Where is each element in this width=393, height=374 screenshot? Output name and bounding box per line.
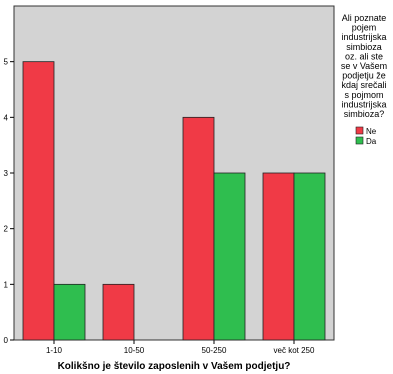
bar-da [213, 172, 246, 341]
y-tick-label: 3 [4, 169, 9, 178]
legend: Ali poznatepojemindustrijskasimbiozaoz. … [341, 13, 387, 146]
x-tick-label: 10-50 [124, 346, 145, 355]
bars [22, 61, 326, 341]
x-tick-label: 50-250 [202, 346, 227, 355]
legend-title-line: simbioza? [344, 109, 385, 119]
y-tick-label: 5 [4, 58, 9, 67]
bar-ne [182, 116, 215, 341]
legend-label-da: Da [366, 137, 377, 146]
y-tick-label: 2 [4, 225, 9, 234]
legend-title-line: industrijska [341, 32, 386, 42]
bar-ne [262, 172, 295, 341]
bar-ne [22, 61, 55, 341]
y-axis: 0 1 2 3 4 5 [4, 58, 14, 345]
y-tick-label: 1 [4, 280, 9, 289]
legend-title-line: industrijska [341, 99, 386, 109]
bar-da [53, 283, 86, 341]
y-tick-label: 0 [4, 336, 9, 345]
x-axis: 1-10 10-50 50-250 več kot 250 [46, 340, 315, 355]
bar-ne [102, 283, 135, 341]
legend-title-line: simbioza [346, 42, 382, 52]
legend-title-line: se v Vašem [341, 61, 387, 71]
y-tick-label: 4 [4, 113, 9, 122]
x-tick-label: 1-10 [46, 346, 63, 355]
legend-label-ne: Ne [366, 127, 377, 136]
bar-da [293, 172, 326, 341]
legend-swatch-da [355, 136, 364, 145]
legend-title-line: Ali poznate [342, 13, 387, 23]
legend-title-line: podjetju že [342, 71, 386, 81]
legend-title-line: kdaj srečali [341, 80, 386, 90]
legend-title-line: s pojmom [344, 90, 383, 100]
legend-title-line: pojem [352, 23, 377, 33]
legend-swatch-ne [355, 126, 364, 135]
x-tick-label: več kot 250 [274, 346, 315, 355]
x-axis-title: Kolikšno je število zaposlenih v Vašem p… [58, 361, 291, 372]
legend-title-line: oz. ali ste [345, 51, 383, 61]
